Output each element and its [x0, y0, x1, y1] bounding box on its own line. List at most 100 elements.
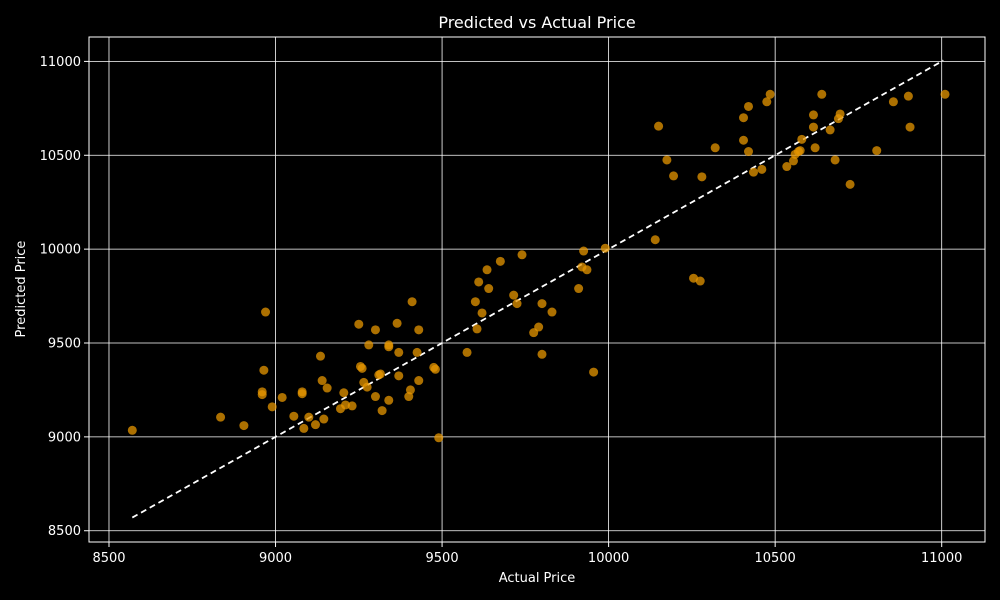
data-point	[574, 284, 584, 294]
data-point	[394, 347, 404, 357]
reference-line-group	[131, 59, 944, 519]
data-point	[589, 367, 599, 377]
data-point	[304, 412, 314, 422]
x-tick-label: 9500	[426, 551, 459, 566]
data-point	[537, 299, 547, 309]
data-point	[362, 382, 372, 392]
data-point	[384, 395, 394, 405]
data-point	[370, 325, 380, 335]
data-point	[259, 365, 269, 375]
y-tick-label: 10500	[40, 149, 81, 164]
data-point	[903, 91, 913, 101]
data-point	[579, 246, 589, 256]
data-point	[394, 371, 404, 381]
y-tick-label: 9500	[48, 337, 81, 352]
y-tick-label: 11000	[40, 55, 81, 70]
y-tick-label: 8500	[48, 524, 81, 539]
data-point	[414, 325, 424, 335]
data-point	[808, 122, 818, 132]
data-point	[370, 392, 380, 402]
data-point	[749, 167, 759, 177]
data-point	[317, 376, 327, 386]
chart-title: Predicted vs Actual Price	[438, 13, 635, 32]
data-point	[509, 290, 519, 300]
y-tick-label: 9000	[48, 430, 81, 445]
data-point	[739, 135, 749, 145]
data-point	[127, 425, 137, 435]
data-point	[347, 401, 357, 411]
data-point	[434, 433, 444, 443]
data-point	[414, 376, 424, 386]
data-point	[534, 322, 544, 332]
data-point	[377, 406, 387, 416]
data-point	[697, 172, 707, 182]
data-point	[654, 121, 664, 131]
data-point	[808, 110, 818, 120]
data-point	[757, 164, 767, 174]
data-point	[339, 388, 349, 398]
data-points	[127, 89, 950, 443]
data-point	[495, 256, 505, 266]
data-point	[430, 364, 440, 374]
data-point	[845, 179, 855, 189]
data-point	[357, 363, 367, 373]
data-point	[297, 389, 307, 399]
data-point	[888, 97, 898, 107]
data-point	[384, 342, 394, 352]
data-point	[817, 89, 827, 99]
data-point	[375, 369, 385, 379]
plot-frame	[88, 36, 986, 543]
data-point	[825, 125, 835, 135]
y-axis-label: Predicted Price	[14, 241, 29, 338]
x-axis-label: Actual Price	[499, 571, 576, 586]
data-point	[512, 299, 522, 309]
data-point	[669, 171, 679, 181]
data-point	[695, 276, 705, 286]
data-point	[650, 235, 660, 245]
data-point	[739, 113, 749, 123]
data-point	[795, 146, 805, 156]
data-point	[340, 400, 350, 410]
data-point	[797, 134, 807, 144]
data-point	[392, 318, 402, 328]
data-point	[762, 97, 772, 107]
data-point	[744, 147, 754, 157]
data-point	[267, 402, 277, 412]
data-point	[662, 155, 672, 165]
data-point	[315, 351, 325, 361]
data-point	[405, 385, 415, 395]
data-point	[289, 411, 299, 421]
data-point	[710, 143, 720, 153]
data-point	[477, 308, 487, 318]
data-point	[412, 347, 422, 357]
data-point	[905, 122, 915, 132]
data-point	[940, 89, 950, 99]
data-point	[322, 383, 332, 393]
y-tick-label: 10000	[40, 243, 81, 258]
data-point	[261, 307, 271, 317]
data-point	[354, 319, 364, 329]
reference-line	[131, 59, 944, 519]
data-point	[744, 101, 754, 111]
data-point	[517, 250, 527, 260]
data-point	[470, 297, 480, 307]
x-tick-label: 8500	[92, 551, 125, 566]
data-point	[484, 284, 494, 294]
y-axis-ticks: 8500 9000 9500 10000 10500 11000	[40, 55, 89, 539]
grid-lines	[89, 37, 985, 542]
data-point	[277, 392, 287, 402]
data-point	[765, 89, 775, 99]
data-point	[472, 324, 482, 334]
data-point	[782, 162, 792, 172]
data-point	[872, 146, 882, 156]
data-point	[582, 265, 592, 275]
data-point	[364, 340, 374, 350]
data-point	[830, 155, 840, 165]
x-tick-label: 9000	[259, 551, 292, 566]
data-point	[299, 423, 309, 433]
data-point	[537, 349, 547, 359]
data-point	[547, 307, 557, 317]
